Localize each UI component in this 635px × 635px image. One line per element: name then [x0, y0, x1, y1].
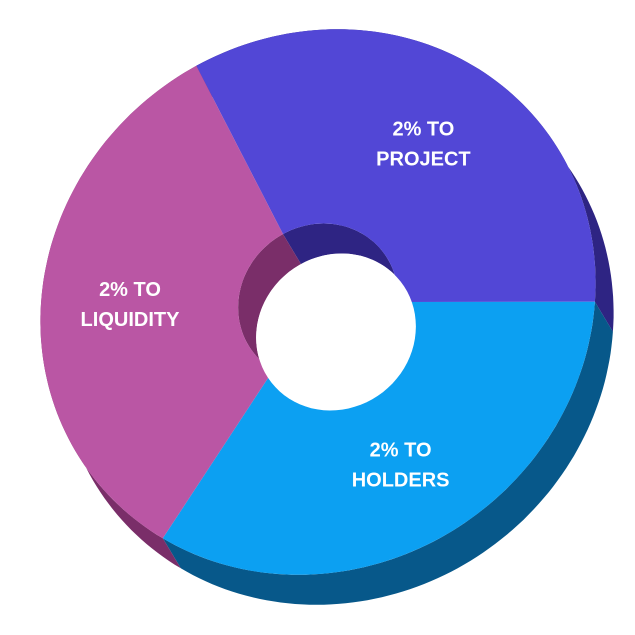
- donut-hole: [256, 253, 416, 411]
- donut-labels: 2% TO PROJECT 2% TO HOLDERS 2% TO LIQUIDITY: [81, 119, 471, 492]
- slice-label-line: 2% TO: [99, 279, 161, 301]
- inner-wall-1: [283, 223, 416, 332]
- slice-label-line: HOLDERS: [352, 469, 450, 491]
- inner-wall-3: [238, 234, 301, 400]
- slice-label-2: 2% TO HOLDERS: [352, 439, 450, 491]
- slice-label-line: 2% TO: [370, 439, 432, 461]
- slice-label-line: PROJECT: [376, 149, 470, 171]
- slice-1: [196, 29, 596, 302]
- slice-label-1: 2% TO PROJECT: [376, 119, 470, 171]
- slice-label-line: LIQUIDITY: [81, 309, 181, 331]
- slice-label-line: 2% TO: [392, 119, 454, 141]
- outer-wall-2: [162, 301, 613, 605]
- slice-label-3: 2% TO LIQUIDITY: [81, 279, 181, 331]
- slice-3: [40, 65, 284, 539]
- donut-top-faces: [40, 29, 596, 575]
- slice-2: [162, 301, 595, 575]
